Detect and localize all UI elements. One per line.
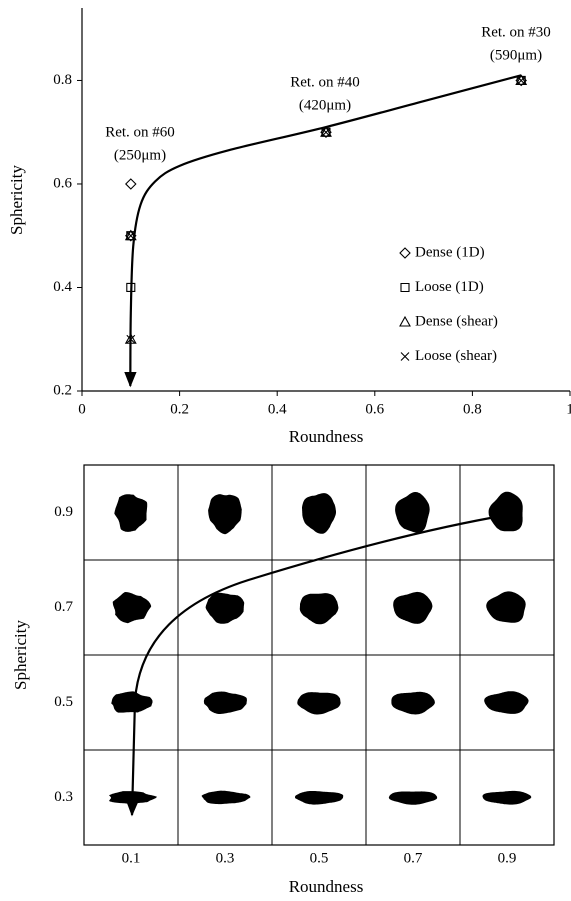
particle — [391, 691, 435, 715]
y-tick-label: 0.2 — [53, 382, 72, 398]
legend-label: Dense (1D) — [415, 244, 485, 260]
annotation: Ret. on #60 — [105, 124, 175, 140]
legend-label: Dense (shear) — [415, 313, 498, 329]
particle — [208, 494, 242, 535]
marker — [515, 74, 527, 87]
y-tick-label: 0.6 — [53, 175, 72, 191]
x-tick-label: 1 — [566, 401, 571, 417]
y-tick-label: 0.5 — [54, 694, 73, 710]
particle — [302, 493, 336, 534]
x-tick-label: 0.1 — [122, 850, 141, 866]
particle — [299, 593, 339, 625]
particle — [111, 691, 153, 713]
marker — [320, 126, 332, 137]
marker — [125, 229, 137, 242]
annotation: (250μm) — [114, 147, 166, 163]
x-tick-label: 0.5 — [310, 850, 329, 866]
y-tick-label: 0.8 — [53, 72, 72, 88]
y-tick-label: 0.7 — [54, 599, 73, 615]
x-axis-label: Roundness — [289, 427, 364, 446]
marker — [125, 178, 137, 190]
particle — [203, 691, 247, 714]
marker — [126, 334, 136, 344]
particle — [393, 591, 433, 624]
marker — [320, 126, 332, 138]
x-tick-label: 0.9 — [498, 850, 517, 866]
legend-label: Loose (1D) — [415, 279, 484, 295]
marker — [124, 229, 137, 241]
legend-label: Loose (shear) — [415, 348, 497, 364]
x-tick-label: 0 — [78, 401, 86, 417]
marker — [516, 76, 526, 85]
particle-shapes — [109, 491, 532, 805]
legend-symbol — [400, 352, 410, 361]
x-tick-label: 0.8 — [463, 401, 482, 417]
annotation: (590μm) — [490, 47, 542, 63]
x-tick-label: 0.2 — [170, 401, 189, 417]
y-tick-label: 0.4 — [53, 279, 72, 295]
marker — [126, 282, 136, 293]
x-tick-label: 0.7 — [404, 850, 423, 866]
marker — [126, 231, 136, 241]
trend-curve — [124, 74, 522, 388]
annotation: (420μm) — [299, 97, 351, 113]
particle — [486, 591, 526, 623]
particle — [488, 491, 523, 532]
marker — [515, 74, 528, 86]
particle — [482, 790, 532, 805]
particle — [297, 692, 341, 715]
particle — [201, 790, 251, 805]
particle — [295, 791, 344, 805]
y-axis-label: Sphericity — [7, 165, 26, 235]
particle — [114, 494, 148, 532]
y-tick-label: 0.9 — [54, 504, 73, 520]
particle — [112, 592, 152, 624]
x-tick-label: 0.3 — [216, 850, 235, 866]
particle — [388, 791, 438, 805]
trend-curve — [126, 513, 508, 817]
particle — [484, 691, 529, 714]
legend-symbol — [400, 282, 410, 293]
x-tick-label: 0.4 — [268, 401, 287, 417]
marker — [321, 127, 331, 137]
y-axis-label: Sphericity — [11, 620, 30, 690]
legend-symbol — [399, 315, 411, 327]
annotation: Ret. on #40 — [290, 74, 360, 90]
marker — [124, 333, 137, 344]
y-tick-label: 0.3 — [54, 789, 73, 805]
legend-symbol — [399, 247, 411, 259]
annotation: Ret. on #30 — [481, 24, 551, 40]
x-tick-label: 0.6 — [365, 401, 384, 417]
particle — [205, 592, 245, 624]
particle — [395, 492, 430, 533]
x-axis-label: Roundness — [289, 877, 364, 896]
